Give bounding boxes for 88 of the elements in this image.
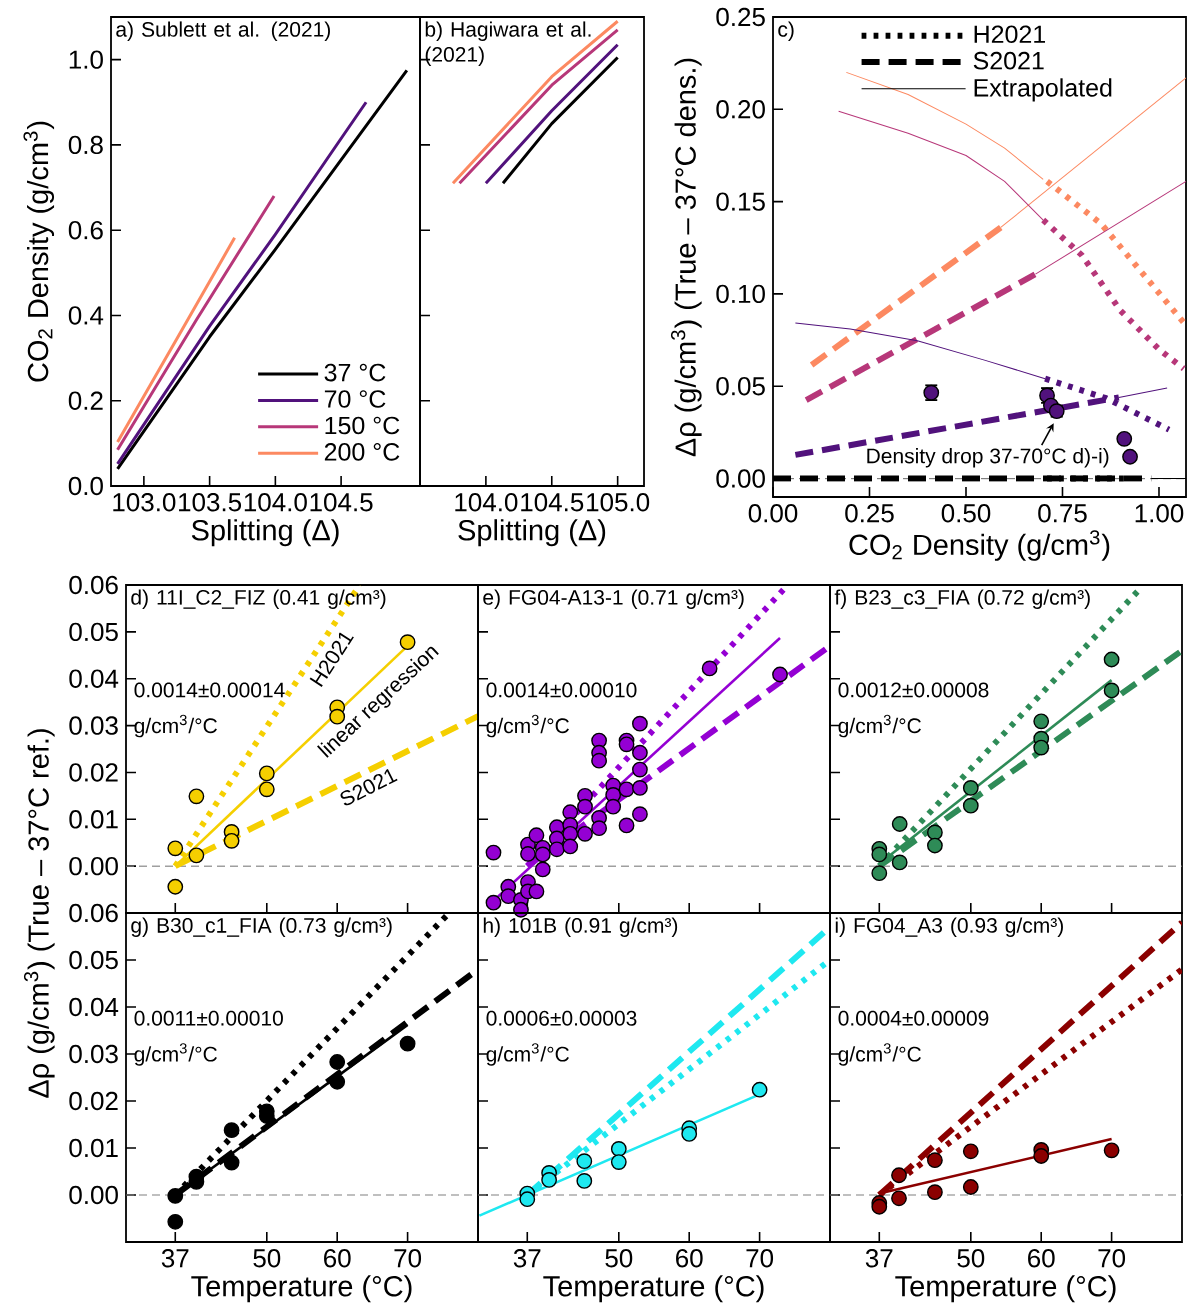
chart-title: d) 11I_C2_FIZ (0.41 g/cm³): [131, 589, 386, 609]
x-tick-label: 60: [324, 1249, 351, 1268]
text: b) Hagiwara et al. (2021): [425, 21, 591, 66]
x-tick-label: 70: [746, 1249, 774, 1268]
chart-title: g) B30_c1_FIA (0.73 g/cm³): [131, 917, 392, 937]
y-tick-label: 0.06: [69, 575, 118, 595]
y-tick-label: 0.4: [68, 306, 104, 325]
annotation: 0.0004±0.00009: [838, 1010, 989, 1026]
legend-label: S2021: [973, 51, 1044, 70]
x-tick-label: 104.5: [310, 493, 373, 512]
x-tick-label: 37: [865, 1249, 893, 1268]
annotation: 0.0014±0.00010: [486, 682, 637, 698]
x-tick-label: 1.00: [1135, 504, 1184, 523]
x-axis-title: Temperature (°C): [543, 1275, 764, 1303]
y-axis-title: CO$_{2}$ Density (g/cm$^{3}$): [23, 121, 55, 382]
x-tick-label: 50: [605, 1249, 633, 1268]
x-tick-label: 0.00: [748, 504, 798, 523]
chart-title: a) Sublett et al. (2021): [116, 21, 330, 41]
y-tick-label: 0.05: [716, 377, 765, 396]
y-tick-label: 0.06: [69, 903, 118, 923]
x-axis-title: Splitting (Δ): [191, 519, 339, 547]
x-tick-label: 103.5: [179, 493, 242, 512]
legend-label: H2021: [974, 25, 1046, 44]
y-tick-label: 0.20: [716, 100, 765, 119]
chart-title: f) B23_c3_FIA (0.72 g/cm³): [834, 589, 1090, 609]
x-tick-label: 50: [253, 1249, 281, 1268]
x-tick-label: 104.0: [455, 493, 518, 512]
chart-title: i) FG04_A3 (0.93 g/cm³): [835, 917, 1063, 937]
y-tick-label: 0.04: [69, 997, 119, 1017]
annotation: Density drop 37-70°C d)-i): [867, 447, 1109, 468]
annotation: g/cm$^{3}$/°C: [134, 714, 217, 738]
x-axis-title: Temperature (°C): [895, 1275, 1116, 1303]
y-tick-label: 0.15: [716, 192, 765, 211]
y-tick-label: 0.05: [69, 950, 118, 970]
annotation: g/cm$^{3}$/°C: [134, 1043, 217, 1066]
legend-label: 150 °C: [325, 416, 400, 435]
x-tick-label: 60: [676, 1249, 703, 1268]
annotation: g/cm$^{3}$/°C: [838, 1043, 921, 1066]
y-tick-label: 0.10: [716, 284, 765, 304]
x-tick-label: 50: [957, 1249, 985, 1268]
annotation: g/cm$^{3}$/°C: [486, 1043, 569, 1066]
x-axis-title: Temperature (°C): [191, 1275, 412, 1303]
y-tick-label: 0.02: [69, 763, 118, 782]
y-tick-label: 0.05: [69, 622, 118, 642]
x-tick-label: 70: [1098, 1249, 1126, 1268]
chart-title: e) FG04-A13-1 (0.71 g/cm³): [483, 589, 744, 609]
chart-title: c): [778, 21, 794, 41]
y-tick-label: 0.25: [716, 7, 765, 27]
annotation: 0.0006±0.00003: [486, 1010, 637, 1026]
annotation: 0.0014±0.00014: [134, 682, 285, 698]
y-tick-label: 0.04: [69, 669, 119, 688]
y-tick-label: 0.01: [69, 1138, 118, 1158]
y-tick-label: 0.0: [68, 476, 103, 496]
y-tick-label: 0.2: [68, 391, 103, 410]
x-tick-label: 0.75: [1038, 504, 1087, 523]
annotation: g/cm$^{3}$/°C: [838, 714, 921, 738]
y-tick-label: 0.02: [69, 1091, 118, 1111]
x-tick-label: 0.25: [845, 504, 894, 523]
annotation: 0.0012±0.00008: [838, 682, 989, 698]
annotation: g/cm$^{3}$/°C: [486, 714, 569, 738]
x-tick-label: 70: [394, 1249, 422, 1268]
annotation: 0.0011±0.00010: [134, 1010, 283, 1026]
legend-label: 70 °C: [324, 390, 386, 408]
x-tick-label: 105.0: [587, 493, 650, 512]
y-tick-label: 0.03: [69, 1044, 118, 1064]
y-tick-label: 0.03: [69, 716, 118, 735]
legend-label: 200 °C: [324, 443, 400, 461]
x-tick-label: 103.0: [113, 493, 176, 512]
y-tick-label: 0.6: [68, 220, 103, 240]
legend-label: 37 °C: [324, 363, 386, 382]
y-tick-label: 0.8: [68, 135, 103, 155]
y-axis-title: Δρ (g/cm$^{3}$) (True – 37°C dens.): [670, 58, 702, 457]
chart-title: h) 101B (0.91 g/cm³): [483, 917, 678, 937]
x-tick-label: 37: [161, 1249, 189, 1268]
x-tick-label: 104.5: [521, 493, 584, 512]
y-tick-label: 0.00: [69, 856, 118, 876]
x-axis-title: CO$_{2}$ Density (g/cm$^{3}$): [849, 530, 1110, 561]
x-tick-label: 37: [513, 1249, 541, 1268]
y-axis-title: Δρ (g/cm$^{3}$) (True – 37°C ref.): [23, 729, 55, 1098]
x-axis-title: Splitting (Δ): [458, 519, 606, 547]
x-tick-label: 104.0: [244, 493, 307, 512]
y-tick-label: 0.01: [69, 810, 118, 829]
y-tick-label: 1.0: [69, 50, 103, 69]
y-tick-label: 0.00: [716, 469, 765, 488]
x-tick-label: 60: [1028, 1249, 1055, 1268]
legend-label: Extrapolated: [974, 78, 1112, 102]
x-tick-label: 0.50: [941, 504, 991, 523]
y-tick-label: 0.00: [69, 1185, 118, 1205]
